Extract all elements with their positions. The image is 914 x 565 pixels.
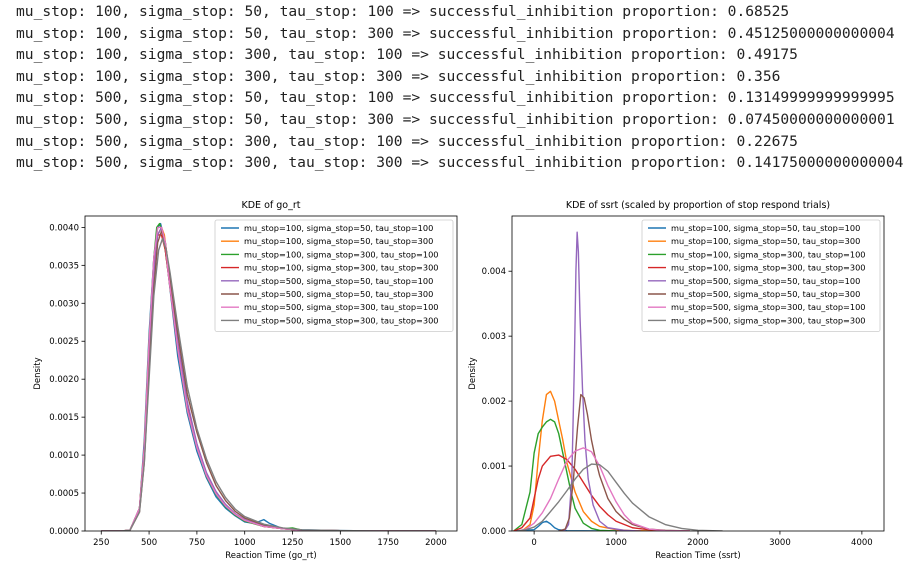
series-line-7 (517, 463, 723, 531)
y-tick-label: 0.0015 (49, 413, 79, 423)
series-lines (101, 222, 436, 531)
legend-entry: mu_stop=100, sigma_stop=50, tau_stop=100 (671, 223, 860, 233)
console-line: mu_stop: 500, sigma_stop: 300, tau_stop:… (16, 154, 904, 172)
y-tick-label: 0.0020 (49, 375, 79, 385)
console-line: mu_stop: 500, sigma_stop: 50, tau_stop: … (16, 89, 895, 107)
series-line-5 (558, 393, 690, 531)
legend-entry: mu_stop=500, sigma_stop=50, tau_stop=100 (671, 276, 860, 286)
console-line: mu_stop: 100, sigma_stop: 300, tau_stop:… (16, 67, 781, 85)
series-line-7 (101, 238, 436, 531)
legend-entry: mu_stop=500, sigma_stop=300, tau_stop=30… (244, 315, 439, 325)
series-line-4 (558, 231, 641, 531)
x-tick-label: 1000 (234, 538, 256, 548)
legend-entry: mu_stop=500, sigma_stop=50, tau_stop=100 (244, 276, 433, 286)
y-tick-label: 0.003 (482, 332, 506, 342)
series-lines (513, 231, 723, 531)
y-axis-label: Density (33, 357, 43, 389)
y-tick-label: 0.002 (482, 397, 506, 407)
x-axis-label: Reaction Time (ssrt) (655, 551, 740, 561)
x-tick-label: 1500 (330, 538, 352, 548)
legend-entry: mu_stop=100, sigma_stop=300, tau_stop=10… (244, 249, 439, 259)
y-tick-label: 0.0005 (49, 489, 79, 499)
x-tick-label: 1750 (377, 538, 399, 548)
chart-title: KDE of go_rt (242, 200, 301, 211)
y-tick-label: 0.004 (482, 267, 506, 277)
x-axis-label: Reaction Time (go_rt) (225, 551, 316, 561)
series-line-2 (513, 418, 617, 531)
legend-entry: mu_stop=100, sigma_stop=300, tau_stop=30… (244, 263, 439, 273)
y-tick-label: 0.0035 (49, 261, 79, 271)
y-tick-label: 0.0010 (49, 451, 79, 461)
ssrt-kde-chart: KDE of ssrt (scaled by proportion of sto… (468, 200, 885, 561)
x-tick-label: 1250 (282, 538, 304, 548)
series-line-1 (521, 390, 658, 531)
console-line: mu_stop: 500, sigma_stop: 50, tau_stop: … (16, 110, 895, 128)
legend-entry: mu_stop=500, sigma_stop=50, tau_stop=300 (671, 289, 860, 299)
y-tick-label: 0.0025 (49, 337, 79, 347)
x-tick-label: 1000 (605, 538, 627, 548)
x-tick-label: 3000 (769, 538, 791, 548)
x-tick-label: 2000 (687, 538, 709, 548)
legend-entry: mu_stop=100, sigma_stop=50, tau_stop=300 (244, 236, 433, 246)
series-line-6 (101, 226, 436, 531)
legend-box (214, 219, 454, 332)
legend-entry: mu_stop=500, sigma_stop=300, tau_stop=30… (671, 315, 866, 325)
legend-entry: mu_stop=100, sigma_stop=300, tau_stop=10… (671, 249, 866, 259)
series-line-6 (517, 447, 690, 531)
y-tick-label: 0.000 (482, 527, 506, 537)
legend-entry: mu_stop=500, sigma_stop=300, tau_stop=10… (671, 302, 866, 312)
y-tick-label: 0.001 (482, 462, 506, 472)
y-tick-label: 0.0040 (49, 223, 79, 233)
legend-entry: mu_stop=500, sigma_stop=50, tau_stop=300 (244, 289, 433, 299)
go-rt-kde-chart: KDE of go_rt 250 500 750 1000 1250 1500 1750 200… (33, 200, 458, 561)
kde-figure: KDE of go_rt 250 500 750 1000 1250 1500 1750 200… (33, 200, 885, 561)
x-tick-label: 4000 (851, 538, 873, 548)
y-tick-label: 0.0000 (49, 527, 79, 537)
console-line: mu_stop: 100, sigma_stop: 50, tau_stop: … (16, 24, 895, 42)
x-tick-label: 250 (93, 538, 109, 548)
legend-entry: mu_stop=100, sigma_stop=50, tau_stop=100 (244, 223, 433, 233)
y-tick-label: 0.0030 (49, 299, 79, 309)
y-axis-label: Density (468, 357, 478, 389)
x-tick-label: 0 (531, 538, 536, 548)
legend-entry: mu_stop=100, sigma_stop=50, tau_stop=300 (671, 236, 860, 246)
console-line: mu_stop: 100, sigma_stop: 300, tau_stop:… (16, 46, 798, 64)
legend-entry: mu_stop=100, sigma_stop=300, tau_stop=30… (671, 263, 866, 273)
x-tick-label: 750 (189, 538, 205, 548)
console-line: mu_stop: 100, sigma_stop: 50, tau_stop: … (16, 3, 790, 20)
console-output: mu_stop: 100, sigma_stop: 50, tau_stop: … (16, 1, 903, 174)
series-line-3 (513, 454, 690, 531)
console-line: mu_stop: 500, sigma_stop: 300, tau_stop:… (16, 132, 798, 150)
chart-title: KDE of ssrt (scaled by proportion of sto… (566, 200, 830, 211)
x-tick-label: 2000 (425, 538, 447, 548)
legend-box (641, 219, 881, 332)
x-tick-label: 500 (141, 538, 157, 548)
legend-entry: mu_stop=500, sigma_stop=300, tau_stop=10… (244, 302, 439, 312)
axes-frame (84, 215, 458, 532)
